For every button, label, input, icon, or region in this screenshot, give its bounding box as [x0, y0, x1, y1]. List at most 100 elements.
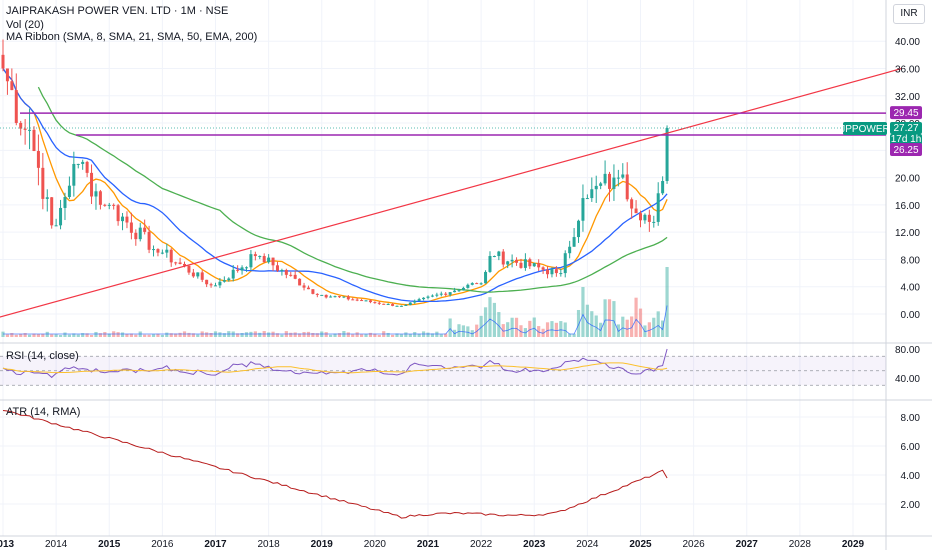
rsi-legend[interactable]: RSI (14, close) — [6, 350, 79, 362]
candle-body[interactable] — [563, 253, 567, 274]
candle-body[interactable] — [661, 181, 665, 194]
candle-body[interactable] — [10, 81, 14, 91]
candle-body[interactable] — [413, 300, 417, 303]
candle-body[interactable] — [85, 161, 89, 173]
candle-body[interactable] — [45, 197, 49, 199]
candle-body[interactable] — [200, 272, 204, 280]
candle-body[interactable] — [306, 287, 310, 290]
candle-body[interactable] — [174, 262, 178, 264]
candle-body[interactable] — [121, 216, 125, 222]
candle-body[interactable] — [510, 259, 514, 262]
candle-body[interactable] — [76, 163, 80, 165]
candle-body[interactable] — [329, 296, 333, 298]
candle-body[interactable] — [253, 254, 257, 257]
candle-body[interactable] — [430, 295, 434, 297]
candle-body[interactable] — [466, 284, 470, 288]
candle-body[interactable] — [373, 302, 377, 304]
atr-line[interactable] — [2, 410, 668, 519]
candle-body[interactable] — [267, 257, 271, 263]
candle-body[interactable] — [103, 204, 107, 206]
candle-body[interactable] — [23, 128, 27, 130]
candle-body[interactable] — [515, 259, 519, 263]
candle-body[interactable] — [298, 278, 302, 286]
candle-body[interactable] — [236, 269, 240, 271]
candle-body[interactable] — [98, 191, 102, 205]
candle-body[interactable] — [214, 285, 217, 287]
candle-body[interactable] — [337, 296, 341, 298]
candle-body[interactable] — [528, 259, 532, 267]
candle-body[interactable] — [289, 274, 293, 276]
candle-body[interactable] — [572, 237, 576, 247]
candle-body[interactable] — [134, 232, 138, 240]
candle-body[interactable] — [417, 299, 421, 301]
candle-body[interactable] — [665, 128, 669, 182]
candle-body[interactable] — [594, 185, 598, 190]
candle-body[interactable] — [346, 296, 350, 300]
candle-body[interactable] — [262, 256, 266, 263]
candle-body[interactable] — [54, 225, 58, 227]
candle-body[interactable] — [59, 207, 63, 226]
candle-body[interactable] — [435, 294, 439, 296]
candle-body[interactable] — [360, 300, 364, 302]
candle-body[interactable] — [333, 296, 337, 298]
candle-body[interactable] — [439, 293, 443, 295]
candle-body[interactable] — [608, 173, 612, 189]
candle-body[interactable] — [444, 293, 448, 295]
candle-body[interactable] — [129, 222, 133, 233]
candle-body[interactable] — [599, 183, 603, 186]
candle-body[interactable] — [368, 300, 372, 303]
candle-body[interactable] — [271, 257, 275, 266]
candle-body[interactable] — [209, 284, 213, 286]
candle-body[interactable] — [152, 249, 156, 251]
candle-body[interactable] — [302, 285, 306, 288]
candle-body[interactable] — [404, 304, 408, 306]
candle-body[interactable] — [488, 256, 492, 272]
candle-body[interactable] — [107, 204, 111, 206]
candle-body[interactable] — [550, 269, 554, 275]
candle-body[interactable] — [497, 251, 501, 257]
candle-body[interactable] — [324, 294, 328, 298]
candle-body[interactable] — [125, 216, 129, 223]
candle-body[interactable] — [355, 299, 359, 301]
candle-body[interactable] — [364, 300, 368, 302]
candle-body[interactable] — [621, 174, 625, 178]
symbol-title[interactable]: JAIPRAKASH POWER VEN. LTD · 1M · NSE — [6, 5, 229, 17]
currency-button[interactable]: INR — [893, 4, 925, 24]
candle-body[interactable] — [470, 283, 474, 285]
candle-body[interactable] — [90, 172, 94, 197]
candle-body[interactable] — [603, 173, 607, 184]
candlestick-series[interactable] — [1, 39, 669, 307]
candle-body[interactable] — [448, 292, 452, 295]
candle-body[interactable] — [457, 290, 461, 292]
candle-body[interactable] — [652, 221, 656, 223]
candle-body[interactable] — [191, 272, 195, 277]
candle-body[interactable] — [112, 204, 116, 206]
candle-body[interactable] — [5, 68, 9, 82]
candle-body[interactable] — [222, 280, 226, 282]
candle-body[interactable] — [612, 177, 616, 189]
volume-legend[interactable]: Vol (20) — [6, 19, 44, 31]
candle-body[interactable] — [577, 220, 581, 238]
candle-body[interactable] — [187, 265, 191, 273]
candle-body[interactable] — [19, 122, 23, 129]
candle-body[interactable] — [196, 272, 200, 277]
candle-body[interactable] — [275, 265, 279, 271]
candle-body[interactable] — [395, 305, 399, 307]
candle-body[interactable] — [147, 231, 151, 250]
candle-body[interactable] — [546, 269, 550, 275]
candle-body[interactable] — [501, 251, 505, 265]
candle-body[interactable] — [28, 129, 32, 131]
candle-body[interactable] — [639, 213, 642, 221]
candle-body[interactable] — [311, 289, 315, 294]
candle-body[interactable] — [143, 227, 147, 232]
candle-body[interactable] — [568, 246, 572, 254]
candle-body[interactable] — [408, 302, 412, 305]
candle-body[interactable] — [320, 294, 324, 296]
candle-body[interactable] — [240, 267, 244, 271]
candle-body[interactable] — [293, 274, 297, 279]
candle-body[interactable] — [643, 214, 647, 221]
candle-body[interactable] — [116, 205, 120, 222]
candle-body[interactable] — [244, 267, 248, 269]
candle-body[interactable] — [41, 167, 45, 199]
candle-body[interactable] — [14, 90, 18, 123]
